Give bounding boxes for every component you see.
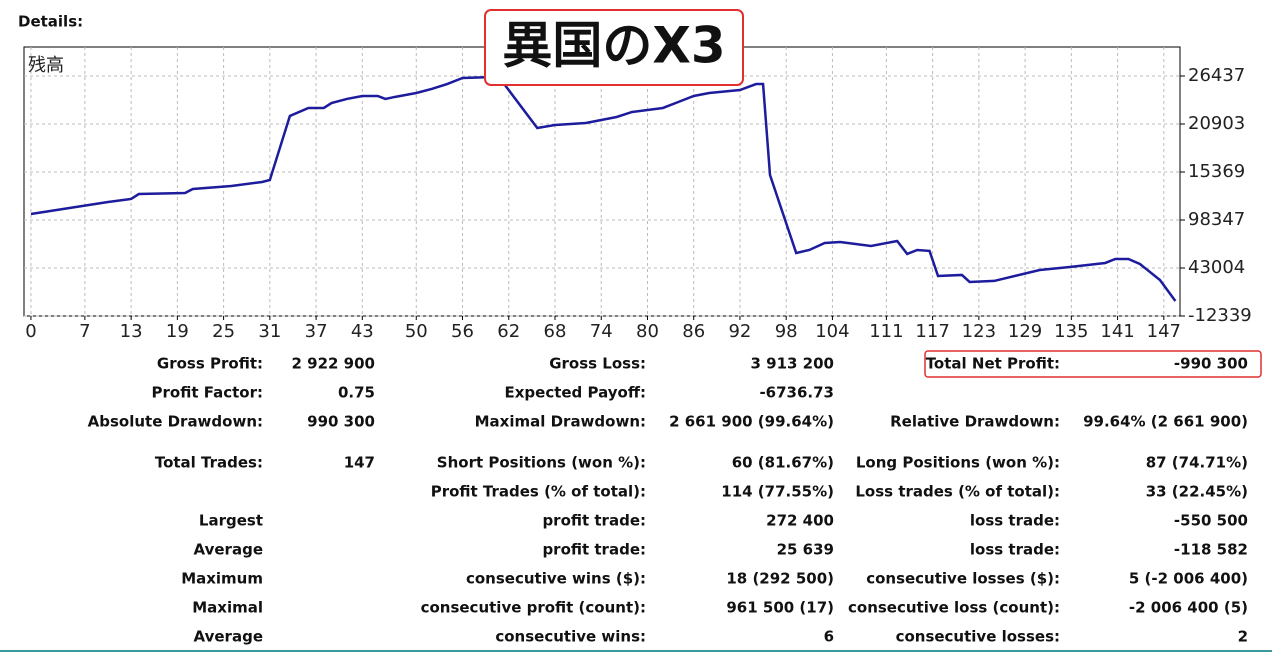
table-value: 18 (292 500): [726, 570, 834, 588]
table-value: 33 (22.45%): [1146, 483, 1248, 501]
y-tick-label: 20903: [1188, 113, 1245, 134]
x-tick-label: 0: [25, 321, 36, 342]
table-value: 2 922 900: [291, 355, 375, 373]
x-tick-label: 25: [212, 321, 235, 342]
table-label: Maximum: [181, 570, 263, 588]
table-value: -550 500: [1174, 512, 1248, 530]
table-value: 5 (-2 006 400): [1129, 570, 1248, 588]
table-label: Average: [194, 628, 263, 646]
table-label: profit trade:: [542, 541, 646, 559]
table-value: 147: [344, 454, 375, 472]
x-tick-label: 123: [962, 321, 996, 342]
y-tick-label: 26437: [1188, 65, 1245, 86]
table-label: loss trade:: [970, 541, 1060, 559]
y-tick-label: 15369: [1188, 161, 1245, 182]
table-value: 25 639: [777, 541, 834, 559]
table-value: 6: [824, 628, 834, 646]
x-tick-label: 68: [544, 321, 567, 342]
table-label: Maximal Drawdown:: [475, 413, 646, 431]
table-label: Relative Drawdown:: [890, 413, 1060, 431]
x-tick-label: 104: [815, 321, 849, 342]
table-label: Gross Profit:: [157, 355, 263, 373]
x-tick-label: 98: [775, 321, 798, 342]
table-value: 990 300: [307, 413, 375, 431]
highlight-box: [924, 350, 1262, 378]
plot-frame: [23, 46, 1181, 317]
table-label: loss trade:: [970, 512, 1060, 530]
grid: [24, 47, 1180, 317]
y-axis-label: 残高: [28, 55, 64, 76]
table-label: consecutive losses:: [896, 628, 1060, 646]
table-label: consecutive losses ($):: [866, 570, 1060, 588]
table-label: Largest: [199, 512, 263, 530]
table-value: 60 (81.67%): [732, 454, 834, 472]
table-label: Maximal: [192, 599, 263, 617]
x-tick-label: 13: [120, 321, 143, 342]
table-value: 99.64% (2 661 900): [1083, 413, 1248, 431]
y-tick-label: 98347: [1188, 209, 1245, 230]
x-tick-label: 92: [728, 321, 751, 342]
x-tick-label: 74: [590, 321, 613, 342]
table-label: Short Positions (won %):: [437, 454, 646, 472]
lines: [30, 75, 1177, 302]
x-tick-label: 56: [451, 321, 474, 342]
table-value: 114 (77.55%): [721, 483, 834, 501]
x-tick-label: 50: [405, 321, 428, 342]
x-tick-label: 129: [1008, 321, 1042, 342]
table-label: Average: [194, 541, 263, 559]
table-label: consecutive wins ($):: [466, 570, 646, 588]
x-tick-label: 37: [305, 321, 328, 342]
table-label: Loss trades (% of total):: [855, 483, 1060, 501]
overlay-title: 異国のX3: [502, 17, 725, 75]
table-value: 961 500 (17): [726, 599, 834, 617]
table-label: consecutive loss (count):: [848, 599, 1060, 617]
table-label: Total Net Profit:: [926, 355, 1060, 373]
table-value: 3 913 200: [750, 355, 834, 373]
details-label: Details:: [18, 13, 83, 31]
x-tick-label: 117: [915, 321, 949, 342]
balance-line: [30, 75, 1177, 302]
table-value: 2: [1238, 628, 1248, 646]
table-value: 2 661 900 (99.64%): [669, 413, 834, 431]
table-value: 0.75: [338, 384, 375, 402]
table-value: -118 582: [1174, 541, 1248, 559]
table-label: Profit Trades (% of total):: [431, 483, 646, 501]
table-label: Long Positions (won %):: [856, 454, 1060, 472]
table-label: Profit Factor:: [152, 384, 263, 402]
table-label: consecutive profit (count):: [421, 599, 646, 617]
overlay-box: [484, 9, 744, 86]
table-value: -6736.73: [759, 384, 834, 402]
table-value: -2 006 400 (5): [1129, 599, 1248, 617]
y-tick-label: 43004: [1188, 257, 1245, 278]
table-label: Expected Payoff:: [504, 384, 646, 402]
x-tick-label: 7: [79, 321, 90, 342]
table-value: 87 (74.71%): [1146, 454, 1248, 472]
x-tick-label: 147: [1147, 321, 1181, 342]
table-label: Gross Loss:: [549, 355, 646, 373]
y-tick-label: -12339: [1188, 305, 1252, 326]
table-label: profit trade:: [542, 512, 646, 530]
table-label: consecutive wins:: [495, 628, 646, 646]
x-tick-label: 141: [1100, 321, 1134, 342]
table-value: -990 300: [1174, 355, 1248, 373]
x-tick-label: 62: [497, 321, 520, 342]
x-tick-label: 86: [682, 321, 705, 342]
x-tick-label: 111: [869, 321, 903, 342]
x-tick-label: 19: [166, 321, 189, 342]
table-label: Absolute Drawdown:: [88, 413, 263, 431]
table-label: Total Trades:: [155, 454, 263, 472]
table-value: 272 400: [766, 512, 834, 530]
x-tick-label: 31: [258, 321, 281, 342]
x-tick-label: 80: [636, 321, 659, 342]
x-tick-label: 43: [351, 321, 374, 342]
x-tick-label: 135: [1054, 321, 1088, 342]
